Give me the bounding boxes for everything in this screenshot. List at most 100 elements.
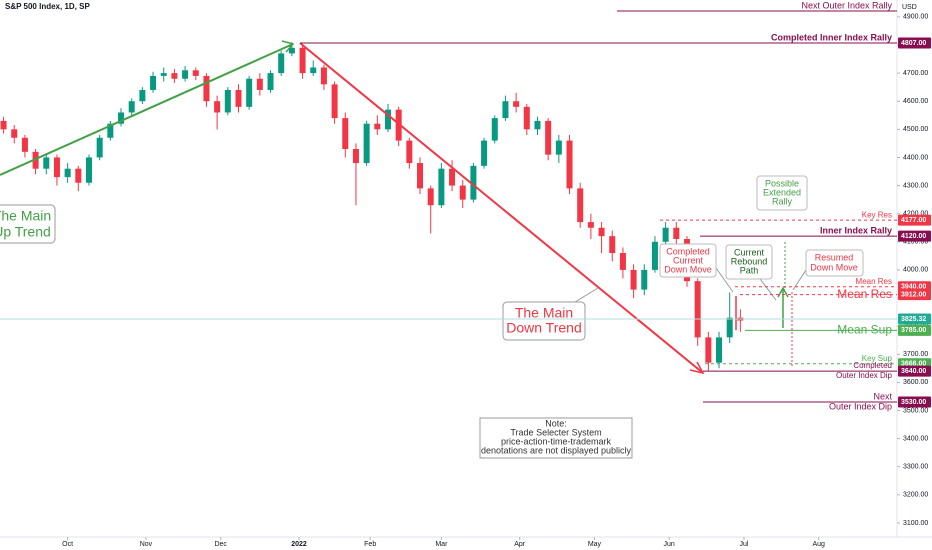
candle-body	[481, 140, 488, 166]
note-text: Note:	[545, 418, 567, 428]
candle-body	[203, 75, 210, 102]
arrow-head	[689, 361, 705, 375]
x-tick-label: 2022	[291, 541, 307, 548]
level-name: Next	[873, 391, 892, 401]
candle-body	[417, 163, 424, 189]
candle-body	[619, 253, 626, 270]
price-tag	[898, 313, 931, 325]
candle-body	[53, 157, 60, 178]
candle-body	[107, 123, 114, 138]
y-tick-label: 4000.00	[903, 267, 928, 274]
currency: USD	[902, 4, 917, 11]
y-tick-label: 4600.00	[903, 98, 928, 105]
candle-body	[641, 269, 648, 290]
y-tick-label: 4100.00	[903, 239, 928, 246]
annotation-text: Current	[673, 255, 704, 265]
price-tag-label: 3912.00	[901, 291, 926, 298]
candle-body	[342, 118, 349, 150]
candle-body	[256, 78, 263, 90]
price-tag	[898, 214, 931, 226]
annotation-text: Possible	[765, 178, 799, 188]
y-tick-label: 3400.00	[903, 435, 928, 442]
annotation-text: Down Move	[664, 264, 712, 274]
annotation-text: Rebound	[731, 256, 768, 266]
candle-body	[705, 337, 712, 363]
candle-body	[716, 337, 723, 363]
annotation-text: Rally	[772, 196, 793, 206]
x-tick-label: Jun	[664, 541, 675, 548]
candle-body	[150, 75, 157, 90]
candle-body	[85, 157, 92, 183]
candle-body	[566, 140, 573, 189]
annotation-text: The Main	[0, 208, 51, 224]
candle-body	[32, 151, 39, 169]
candle-body	[577, 188, 584, 223]
level-name: Next Outer Index Rally	[801, 0, 892, 10]
price-tag	[898, 37, 931, 49]
candle-body	[11, 129, 18, 138]
level-name: Completed	[853, 361, 892, 370]
price-tag-label: 3825.32	[901, 316, 926, 323]
note-text: price-action-time-trademark	[501, 436, 612, 446]
candle-body	[118, 112, 125, 124]
candle-body	[502, 101, 509, 119]
y-tick-label: 3100.00	[903, 520, 928, 527]
price-tag	[898, 324, 931, 336]
annotation-box	[725, 244, 773, 280]
y-tick-label: 3500.00	[903, 407, 928, 414]
up-trend-line	[0, 43, 294, 176]
y-tick-label: 4200.00	[903, 211, 928, 218]
candle-body	[555, 140, 562, 155]
note-box	[479, 417, 633, 459]
level-name: Completed Inner Index Rally	[771, 32, 892, 42]
price-tag-label: 3530.00	[901, 399, 926, 406]
price-tag-label: 3640.00	[901, 368, 926, 375]
x-tick-label: Dec	[214, 541, 227, 548]
candle-body	[523, 106, 530, 130]
annotation-text: Completed	[666, 246, 710, 256]
candle-body	[694, 281, 701, 338]
price-tag-label: 3940.00	[901, 284, 926, 291]
callout-line	[759, 278, 777, 301]
price-tag-label: 3785.00	[901, 327, 926, 334]
candle-body	[214, 101, 221, 113]
y-tick-label: 4400.00	[903, 154, 928, 161]
candle-body	[406, 140, 413, 164]
candle-body	[182, 70, 189, 79]
candle-body	[21, 137, 28, 152]
candle-body	[438, 168, 445, 206]
annotation-text: Extended	[763, 187, 801, 197]
price-tag	[898, 289, 931, 301]
candle-body	[609, 236, 616, 254]
candle-body	[96, 137, 103, 158]
candle-body	[395, 109, 402, 141]
annotation-box	[0, 204, 56, 244]
candle-body	[139, 89, 146, 102]
annotation-text: Current	[734, 247, 765, 257]
candle-body	[598, 227, 605, 237]
candle-body	[534, 120, 541, 130]
callout-line	[715, 267, 734, 293]
candles	[0, 42, 744, 372]
annotation-text: Up Trend	[0, 224, 51, 240]
price-tag	[898, 396, 931, 408]
candle-body	[278, 53, 285, 74]
candle-body	[288, 47, 295, 54]
candle-body	[64, 168, 71, 178]
down-trend-line	[299, 42, 704, 374]
x-tick-label: Oct	[62, 541, 73, 548]
candle-body	[192, 70, 199, 76]
level-name: Outer Index Dip	[829, 401, 892, 411]
x-tick-label: Aug	[812, 541, 825, 548]
price-tag	[898, 230, 931, 242]
candle-body	[374, 123, 381, 130]
note-text: Trade Selecter System	[510, 427, 601, 437]
level-name: Outer Index Dip	[836, 371, 893, 380]
level-name: Inner Index Rally	[820, 226, 892, 236]
level-name: Mean Res	[837, 287, 892, 301]
y-tick-label: 3600.00	[903, 379, 928, 386]
level-name: Key Res	[862, 210, 892, 219]
candle-body	[299, 47, 306, 74]
candle-body	[459, 185, 466, 200]
